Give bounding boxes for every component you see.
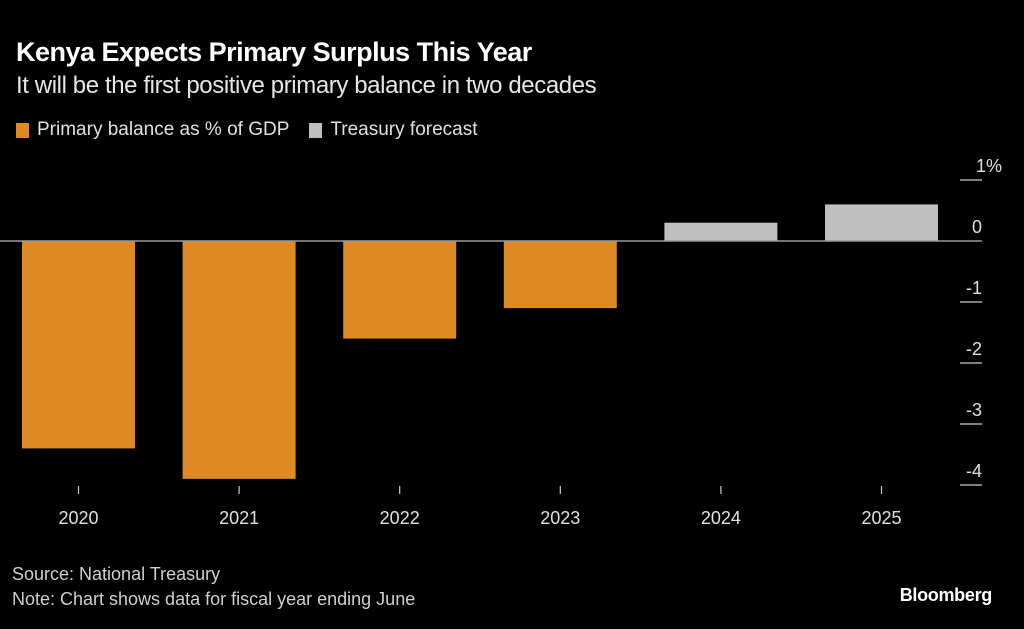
x-tick-label-2023: 2023 xyxy=(540,508,580,528)
chart-note: Note: Chart shows data for fiscal year e… xyxy=(12,589,416,609)
y-tick-label-1: 1% xyxy=(976,156,1002,176)
x-tick-label-2021: 2021 xyxy=(219,508,259,528)
source-note: Source: National Treasury xyxy=(12,564,221,584)
legend-label-primary-balance: Primary balance as % of GDP xyxy=(37,119,290,140)
legend-item-primary-balance: Primary balance as % of GDP xyxy=(16,119,289,141)
chart-title: Kenya Expects Primary Surplus This Year xyxy=(16,37,532,67)
footer: Source: National Treasury Note: Chart sh… xyxy=(12,562,415,612)
y-tick-label-0: 0 xyxy=(972,217,982,237)
legend-swatch-primary-balance xyxy=(16,122,29,138)
legend-item-treasury-forecast: Treasury forecast xyxy=(309,119,478,141)
bar-2021 xyxy=(182,241,296,479)
y-tick-label--4: -4 xyxy=(966,461,982,481)
bar-2023 xyxy=(503,241,617,309)
bar-2022 xyxy=(343,241,457,339)
bar-2025 xyxy=(825,204,938,241)
chart-subtitle: It will be the first positive primary ba… xyxy=(16,72,597,99)
y-tick-label--2: -2 xyxy=(966,339,982,359)
legend-swatch-treasury-forecast xyxy=(309,122,323,138)
legend: Primary balance as % of GDP Treasury for… xyxy=(16,119,498,141)
bloomberg-logo: Bloomberg xyxy=(899,585,993,605)
x-tick-label-2020: 2020 xyxy=(58,508,98,528)
x-tick-label-2022: 2022 xyxy=(380,508,420,528)
y-tick-label--1: -1 xyxy=(966,278,982,298)
x-tick-label-2024: 2024 xyxy=(701,508,741,528)
legend-label-treasury-forecast: Treasury forecast xyxy=(330,119,478,140)
y-tick-label--3: -3 xyxy=(966,400,982,420)
bar-2020 xyxy=(22,241,135,449)
x-tick-label-2025: 2025 xyxy=(861,508,901,528)
bar-2024 xyxy=(664,222,778,241)
